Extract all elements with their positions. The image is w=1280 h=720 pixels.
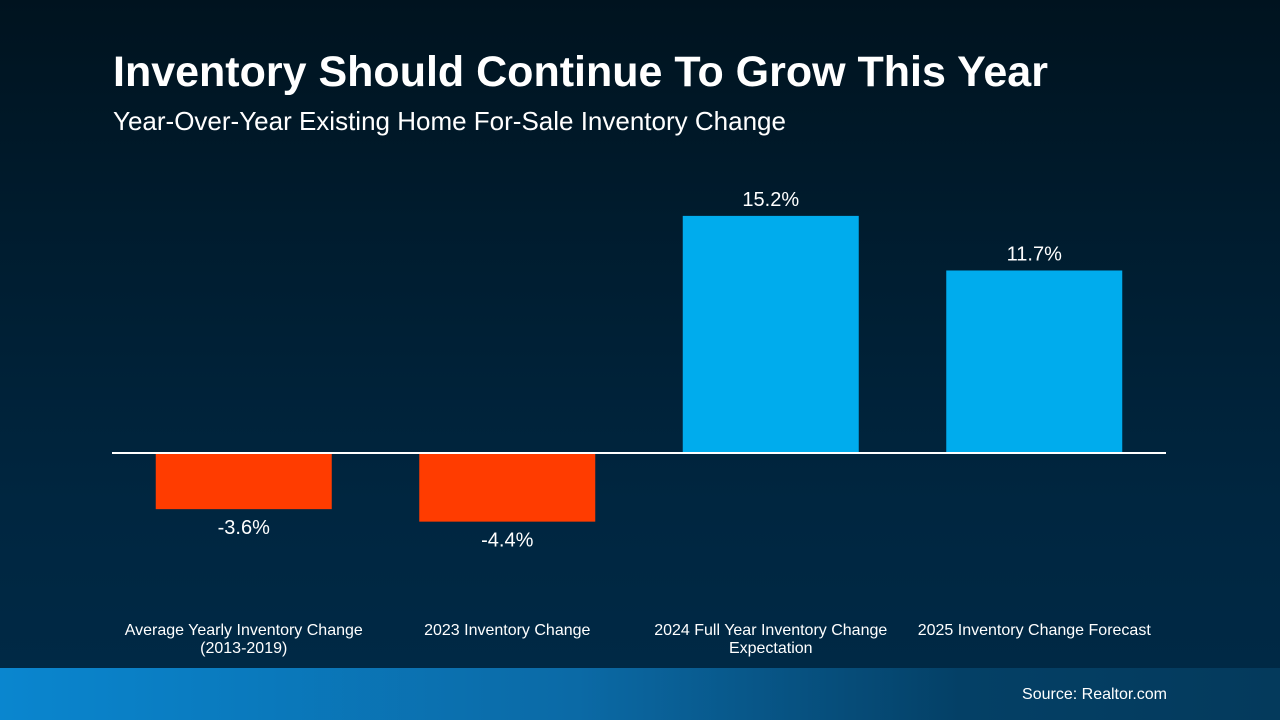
bar-chart: -3.6% Average Yearly Inventory Change (201…	[125, 189, 1152, 657]
category-label-2: 2023 Inventory Change	[424, 622, 590, 639]
data-label-1: -3.6%	[218, 517, 270, 539]
data-label-3: 15.2%	[742, 189, 799, 211]
data-label-2: -4.4%	[481, 530, 533, 552]
bar-4	[946, 270, 1123, 453]
bar-2	[419, 453, 596, 522]
chart-title: Inventory Should Continue To Grow This Y…	[113, 48, 1048, 96]
bar-3	[682, 215, 859, 453]
footer-bar: Source: Realtor.com	[0, 668, 1280, 720]
category-label-1: Average Yearly Inventory Change (2013-201…	[125, 622, 363, 657]
category-label-3: 2024 Full Year Inventory Change Expectati…	[654, 622, 887, 657]
data-label-4: 11.7%	[1007, 243, 1062, 265]
source-credit: Source: Realtor.com	[1022, 686, 1167, 703]
bar-1	[155, 453, 332, 510]
category-label-4: 2025 Inventory Change Forecast	[918, 622, 1152, 639]
chart-subtitle: Year-Over-Year Existing Home For-Sale In…	[113, 106, 786, 136]
